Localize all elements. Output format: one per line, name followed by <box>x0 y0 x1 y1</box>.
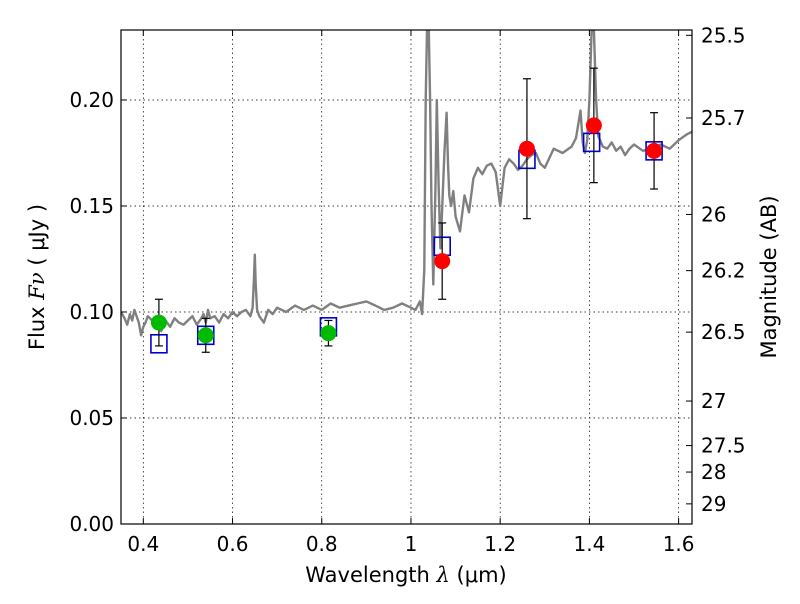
y2-tick-label: 26.2 <box>701 259 746 283</box>
y2-tick-label: 26 <box>701 202 726 226</box>
y-tick-label: 0.20 <box>69 88 114 112</box>
data-point <box>585 117 602 134</box>
x-tick-label: 1.4 <box>573 532 605 556</box>
x-tick-label: 0.6 <box>217 532 249 556</box>
x-tick-label: 0.4 <box>127 532 159 556</box>
y2-tick-label: 27 <box>701 389 726 413</box>
y-tick-label: 0.05 <box>69 406 114 430</box>
x-tick-label: 1.6 <box>663 532 695 556</box>
plot-frame <box>120 29 693 525</box>
data-point <box>150 314 167 331</box>
data-point <box>518 140 535 157</box>
x-tick-label: 0.8 <box>306 532 338 556</box>
y-tick-label: 0.15 <box>69 194 114 218</box>
model-photometry-square <box>582 132 601 153</box>
x-axis-label: Wavelength λ (μm) <box>305 563 506 587</box>
data-point <box>320 325 337 342</box>
y2-tick-label: 28 <box>701 460 726 484</box>
y2-tick-label: 25.7 <box>701 106 746 130</box>
x-tick-label: 1 <box>405 532 418 556</box>
y2-tick-label: 26.5 <box>701 320 746 344</box>
y-tick-label: 0.10 <box>69 300 114 324</box>
y2-axis-label: Magnitude (AB) <box>757 195 781 358</box>
y-tick-label: 0.00 <box>69 512 114 536</box>
y2-tick-label: 29 <box>701 492 726 516</box>
data-point <box>434 253 451 270</box>
marker-layer <box>150 67 663 354</box>
data-point <box>197 327 214 344</box>
ticks: 0.4 0.6 0.8 1 1.2 1.4 1.6 0.00 0.05 0.10 0.15 0.20 2… <box>69 23 745 556</box>
data-point <box>646 142 663 159</box>
y2-tick-label: 25.5 <box>701 23 746 47</box>
y2-tick-label: 27.5 <box>701 434 746 458</box>
x-tick-label: 1.2 <box>484 532 516 556</box>
y-axis-label: Flux Fν ( μJy ) <box>25 204 49 350</box>
